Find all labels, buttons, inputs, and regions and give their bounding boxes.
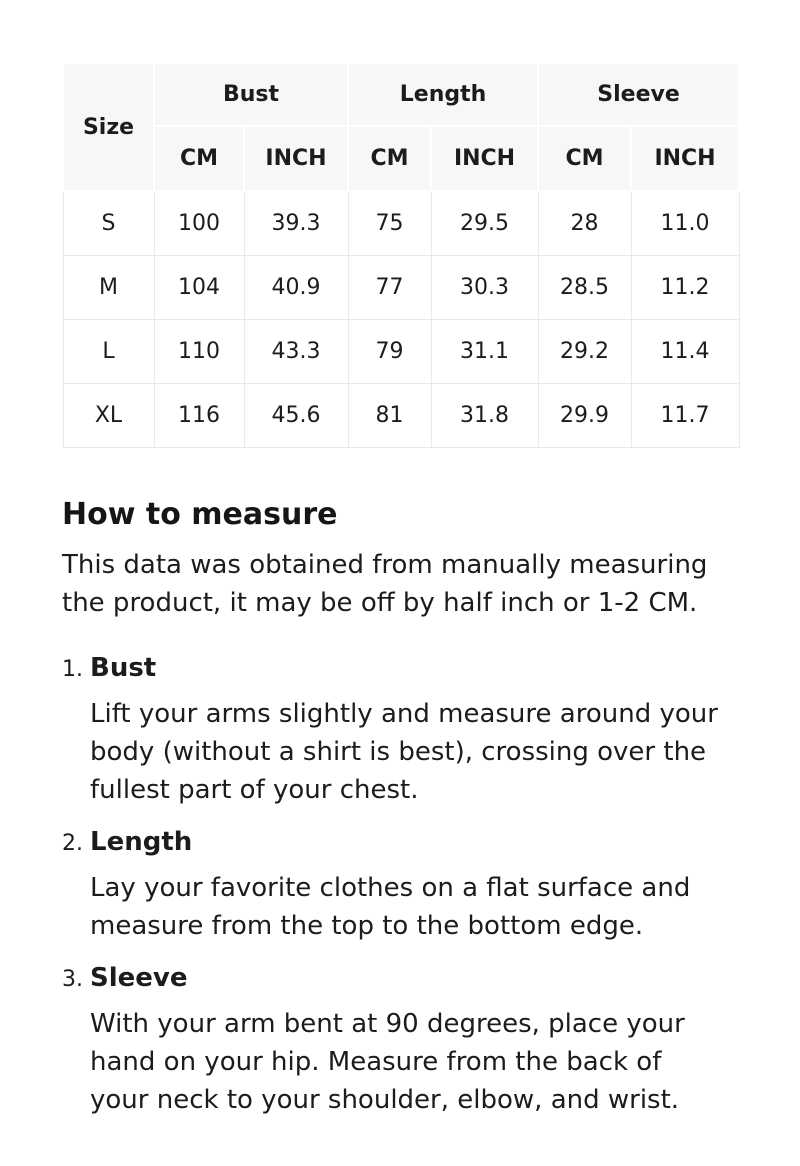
measure-steps-list: 1. Bust Lift your arms slightly and meas… bbox=[62, 652, 738, 1119]
size-cell: XL bbox=[62, 382, 155, 448]
measurement-cell: 75 bbox=[347, 190, 432, 256]
step-term: Sleeve bbox=[90, 962, 188, 993]
bust-inch-header: INCH bbox=[242, 125, 350, 192]
sleeve-inch-header: INCH bbox=[630, 125, 741, 192]
sleeve-cm-header: CM bbox=[537, 125, 633, 192]
length-group-header: Length bbox=[347, 62, 540, 127]
step-term: Length bbox=[90, 826, 193, 857]
measurement-cell: 31.1 bbox=[430, 318, 539, 384]
bust-cm-header: CM bbox=[153, 125, 245, 192]
step-description: With your arm bent at 90 degrees, place … bbox=[90, 1008, 685, 1115]
step-heading: 3. Sleeve bbox=[62, 962, 738, 995]
measurement-cell: 79 bbox=[347, 318, 432, 384]
measurement-cell: 28 bbox=[537, 190, 632, 256]
step-bust: 1. Bust Lift your arms slightly and meas… bbox=[62, 652, 738, 809]
measurement-cell: 11.4 bbox=[630, 318, 740, 384]
measurement-cell: 116 bbox=[153, 382, 245, 448]
measurement-cell: 11.0 bbox=[630, 190, 740, 256]
measurement-cell: 45.6 bbox=[243, 382, 349, 448]
size-chart-table: Size Bust Length Sleeve CM INCH CM INCH … bbox=[62, 62, 741, 448]
measurement-cell: 11.7 bbox=[630, 382, 740, 448]
bust-group-header: Bust bbox=[152, 62, 350, 127]
size-column-header: Size bbox=[62, 62, 155, 192]
table-row-s: S 100 39.3 75 29.5 28 11.0 bbox=[62, 190, 740, 256]
measurement-cell: 81 bbox=[347, 382, 432, 448]
table-row-l: L 110 43.3 79 31.1 29.2 11.4 bbox=[62, 318, 740, 384]
length-inch-header: INCH bbox=[430, 125, 540, 192]
unit-header-row: CM INCH CM INCH CM INCH bbox=[63, 125, 741, 192]
measurement-cell: 110 bbox=[153, 318, 245, 384]
measurement-cell: 30.3 bbox=[430, 254, 539, 320]
measurement-cell: 29.5 bbox=[430, 190, 539, 256]
table-row-m: M 104 40.9 77 30.3 28.5 11.2 bbox=[62, 254, 740, 320]
measurement-cell: 77 bbox=[347, 254, 432, 320]
measurement-cell: 39.3 bbox=[243, 190, 349, 256]
step-description: Lay your favorite clothes on a flat surf… bbox=[90, 872, 691, 941]
table-row-xl: XL 116 45.6 81 31.8 29.9 11.7 bbox=[62, 382, 740, 448]
how-to-measure-heading: How to measure bbox=[62, 496, 338, 532]
measurement-cell: 11.2 bbox=[630, 254, 740, 320]
length-cm-header: CM bbox=[347, 125, 433, 192]
measurement-cell: 40.9 bbox=[243, 254, 349, 320]
measurement-cell: 28.5 bbox=[537, 254, 632, 320]
measurement-cell: 100 bbox=[153, 190, 245, 256]
sleeve-group-header: Sleeve bbox=[537, 62, 741, 127]
step-heading: 1. Bust bbox=[62, 652, 738, 685]
measurement-cell: 29.9 bbox=[537, 382, 632, 448]
measurement-cell: 43.3 bbox=[243, 318, 349, 384]
measurement-cell: 29.2 bbox=[537, 318, 632, 384]
step-heading: 2. Length bbox=[62, 826, 738, 859]
measurement-cell: 31.8 bbox=[430, 382, 539, 448]
step-term: Bust bbox=[90, 652, 157, 683]
step-number: 2. bbox=[62, 830, 83, 856]
step-length: 2. Length Lay your favorite clothes on a… bbox=[62, 826, 738, 945]
measure-disclaimer-text: This data was obtained from manually mea… bbox=[62, 549, 708, 618]
size-cell: L bbox=[62, 318, 155, 384]
size-cell: M bbox=[62, 254, 155, 320]
group-header-row: Size Bust Length Sleeve bbox=[62, 62, 741, 192]
size-guide-page: Size Bust Length Sleeve CM INCH CM INCH … bbox=[62, 0, 741, 1119]
size-cell: S bbox=[62, 190, 155, 256]
measurement-cell: 104 bbox=[153, 254, 245, 320]
step-sleeve: 3. Sleeve With your arm bent at 90 degre… bbox=[62, 962, 738, 1119]
step-number: 3. bbox=[62, 966, 83, 992]
step-description: Lift your arms slightly and measure arou… bbox=[90, 698, 718, 805]
step-number: 1. bbox=[62, 656, 83, 682]
